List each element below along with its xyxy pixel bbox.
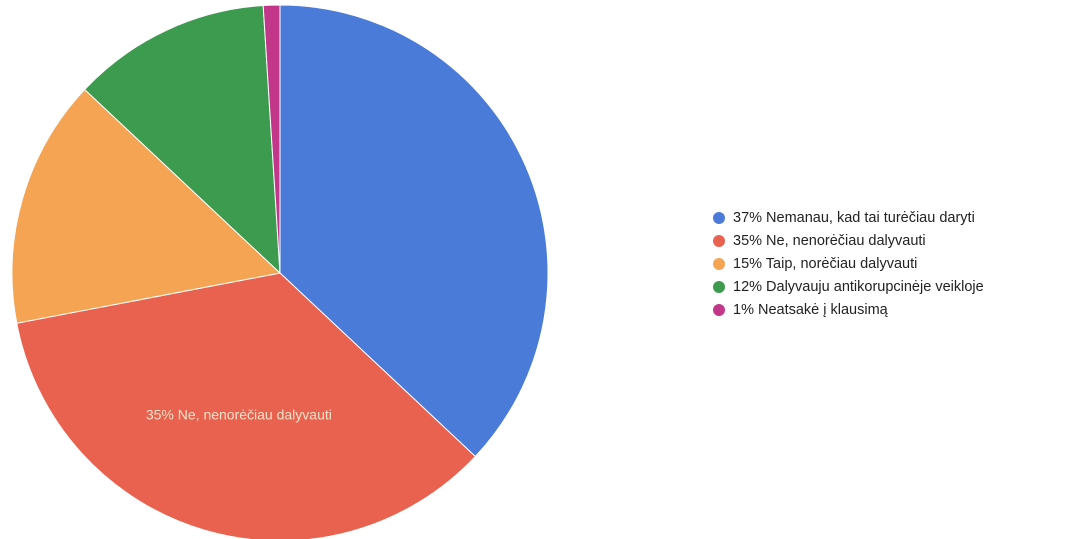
legend-item: 37% Nemanau, kad tai turėčiau daryti — [713, 206, 1073, 229]
pie-slice — [16, 272, 477, 539]
pie-slice — [262, 4, 281, 274]
pie-slice — [11, 88, 282, 324]
legend-label: 12% Dalyvauju antikorupcinėje veikloje — [733, 278, 984, 295]
legend-item: 1% Neatsakė į klausimą — [713, 298, 1073, 321]
chart-legend: 37% Nemanau, kad tai turėčiau daryti 35%… — [713, 206, 1073, 321]
legend-swatch — [713, 257, 725, 270]
legend-swatch — [713, 303, 725, 316]
legend-swatch — [713, 280, 725, 293]
legend-item: 15% Taip, norėčiau dalyvauti — [713, 252, 1073, 275]
legend-item: 35% Ne, nenorėčiau dalyvauti — [713, 229, 1073, 252]
legend-item: 12% Dalyvauju antikorupcinėje veikloje — [713, 275, 1073, 298]
legend-label: 35% Ne, nenorėčiau dalyvauti — [733, 232, 926, 249]
slice-label: 35% Ne, nenorėčiau dalyvauti — [146, 407, 332, 423]
legend-label: 1% Neatsakė į klausimą — [733, 301, 888, 318]
legend-swatch — [713, 211, 725, 224]
pie-slice — [279, 4, 549, 458]
legend-label: 15% Taip, norėčiau dalyvauti — [733, 255, 918, 272]
pie-slice — [83, 4, 281, 275]
legend-label: 37% Nemanau, kad tai turėčiau daryti — [733, 209, 975, 226]
legend-swatch — [713, 234, 725, 247]
